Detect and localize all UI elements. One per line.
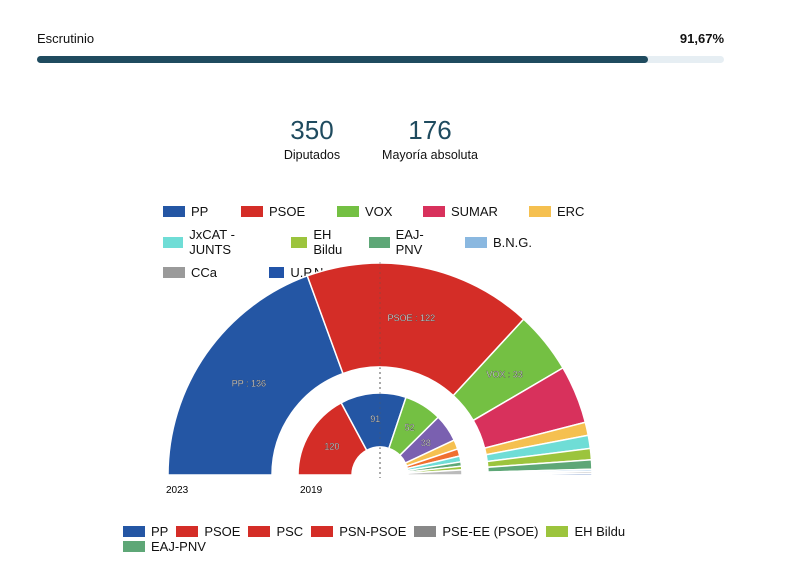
- legend-item[interactable]: PP: [123, 524, 168, 539]
- legend-swatch: [163, 206, 185, 217]
- legend-label: B.N.G.: [493, 234, 533, 250]
- progress-fill: [37, 56, 648, 63]
- legend-item[interactable]: ERC: [529, 204, 587, 219]
- slice-label: VOX : 33: [486, 370, 523, 380]
- seat-slice[interactable]: [487, 472, 593, 476]
- stat-value: 350: [290, 115, 334, 145]
- legend-item[interactable]: PSE-EE (PSOE): [414, 524, 538, 539]
- ring-label-2019: 2019: [300, 485, 323, 496]
- seat-slice[interactable]: [306, 262, 525, 397]
- legend-label: PSC: [276, 524, 304, 539]
- legend-label: ERC: [557, 204, 585, 219]
- legend-label: JxCAT - JUNTS: [189, 227, 235, 257]
- seat-slice[interactable]: [407, 469, 463, 476]
- legend-label: SUMAR: [451, 204, 498, 219]
- legend-label: PSE-EE (PSOE): [442, 524, 539, 539]
- stat-mayoria: 176 Mayoría absoluta: [375, 115, 485, 162]
- legend-swatch: [465, 236, 487, 248]
- legend-swatch: [241, 206, 263, 217]
- legend-item[interactable]: EAJ-PNV: [123, 539, 206, 554]
- legend-2023: PP PSOE VOX SUMAR ERC JxCAT - JUNTS EH Bildu EA…: [163, 204, 633, 280]
- slice-label: PP : 136: [232, 378, 266, 388]
- slice-label: PSOE : 122: [388, 313, 436, 323]
- legend-label: EAJ-PNV: [395, 227, 424, 257]
- slice-label: 52: [405, 422, 415, 432]
- progress-bar: [37, 56, 724, 63]
- legend-swatch: [123, 526, 145, 537]
- legend-label: EH Bildu: [313, 227, 343, 257]
- legend-item[interactable]: JxCAT - JUNTS: [163, 227, 273, 257]
- legend-item[interactable]: PSN-PSOE: [311, 524, 406, 539]
- legend-swatch: [248, 526, 271, 537]
- legend-swatch: [414, 526, 437, 537]
- legend-label: PP: [151, 524, 169, 539]
- legend-label: EH Bildu: [574, 524, 626, 539]
- legend-swatch: [123, 541, 145, 552]
- legend-item[interactable]: B.N.G.: [465, 227, 533, 257]
- legend-item[interactable]: CCa: [163, 265, 251, 280]
- legend-swatch: [291, 236, 308, 248]
- slice-label: 38: [421, 438, 431, 448]
- progress-label: Escrutinio: [37, 31, 95, 46]
- legend-label: EAJ-PNV: [151, 539, 206, 554]
- legend-swatch: [337, 206, 359, 217]
- ring-label-2023: 2023: [166, 485, 189, 496]
- legend-item[interactable]: PSOE: [241, 204, 319, 219]
- progress-value: 91,67%: [679, 31, 724, 46]
- legend-item[interactable]: EAJ-PNV: [369, 227, 447, 257]
- legend-item[interactable]: SUMAR: [423, 204, 511, 219]
- legend-swatch: [269, 267, 285, 278]
- seat-slice[interactable]: [297, 401, 368, 476]
- seat-slice[interactable]: [167, 274, 344, 476]
- legend-label: VOX: [365, 204, 393, 219]
- legend-swatch: [546, 526, 569, 537]
- legend-item[interactable]: PP: [163, 204, 223, 219]
- legend-label: PSOE: [269, 204, 306, 219]
- slice-label: 120: [324, 441, 339, 451]
- slice-label: 91: [370, 414, 380, 424]
- stat-label: Diputados: [283, 148, 341, 162]
- legend-swatch: [423, 206, 445, 217]
- legend-swatch: [311, 526, 334, 537]
- legend-item[interactable]: EH Bildu: [546, 524, 625, 539]
- legend-label: PSOE: [204, 524, 241, 539]
- legend-swatch: [369, 236, 390, 248]
- stat-diputados: 350 Diputados: [278, 115, 346, 162]
- legend-item[interactable]: PSC: [248, 524, 303, 539]
- legend-swatch: [163, 267, 185, 278]
- legend-item[interactable]: VOX: [337, 204, 405, 219]
- legend-swatch: [529, 206, 551, 217]
- legend-label: PSN-PSOE: [339, 524, 407, 539]
- stat-label: Mayoría absoluta: [382, 148, 478, 162]
- legend-item[interactable]: PSOE: [176, 524, 240, 539]
- legend-label: CCa: [191, 265, 218, 280]
- legend-swatch: [163, 236, 184, 248]
- stat-value: 176: [408, 115, 452, 145]
- legend-2019: PP PSOE PSC PSN-PSOE PSE-EE (PSOE) EH Bildu EA…: [123, 524, 683, 554]
- legend-swatch: [176, 526, 199, 537]
- legend-item[interactable]: EH Bildu: [291, 227, 351, 257]
- legend-label: PP: [191, 204, 209, 219]
